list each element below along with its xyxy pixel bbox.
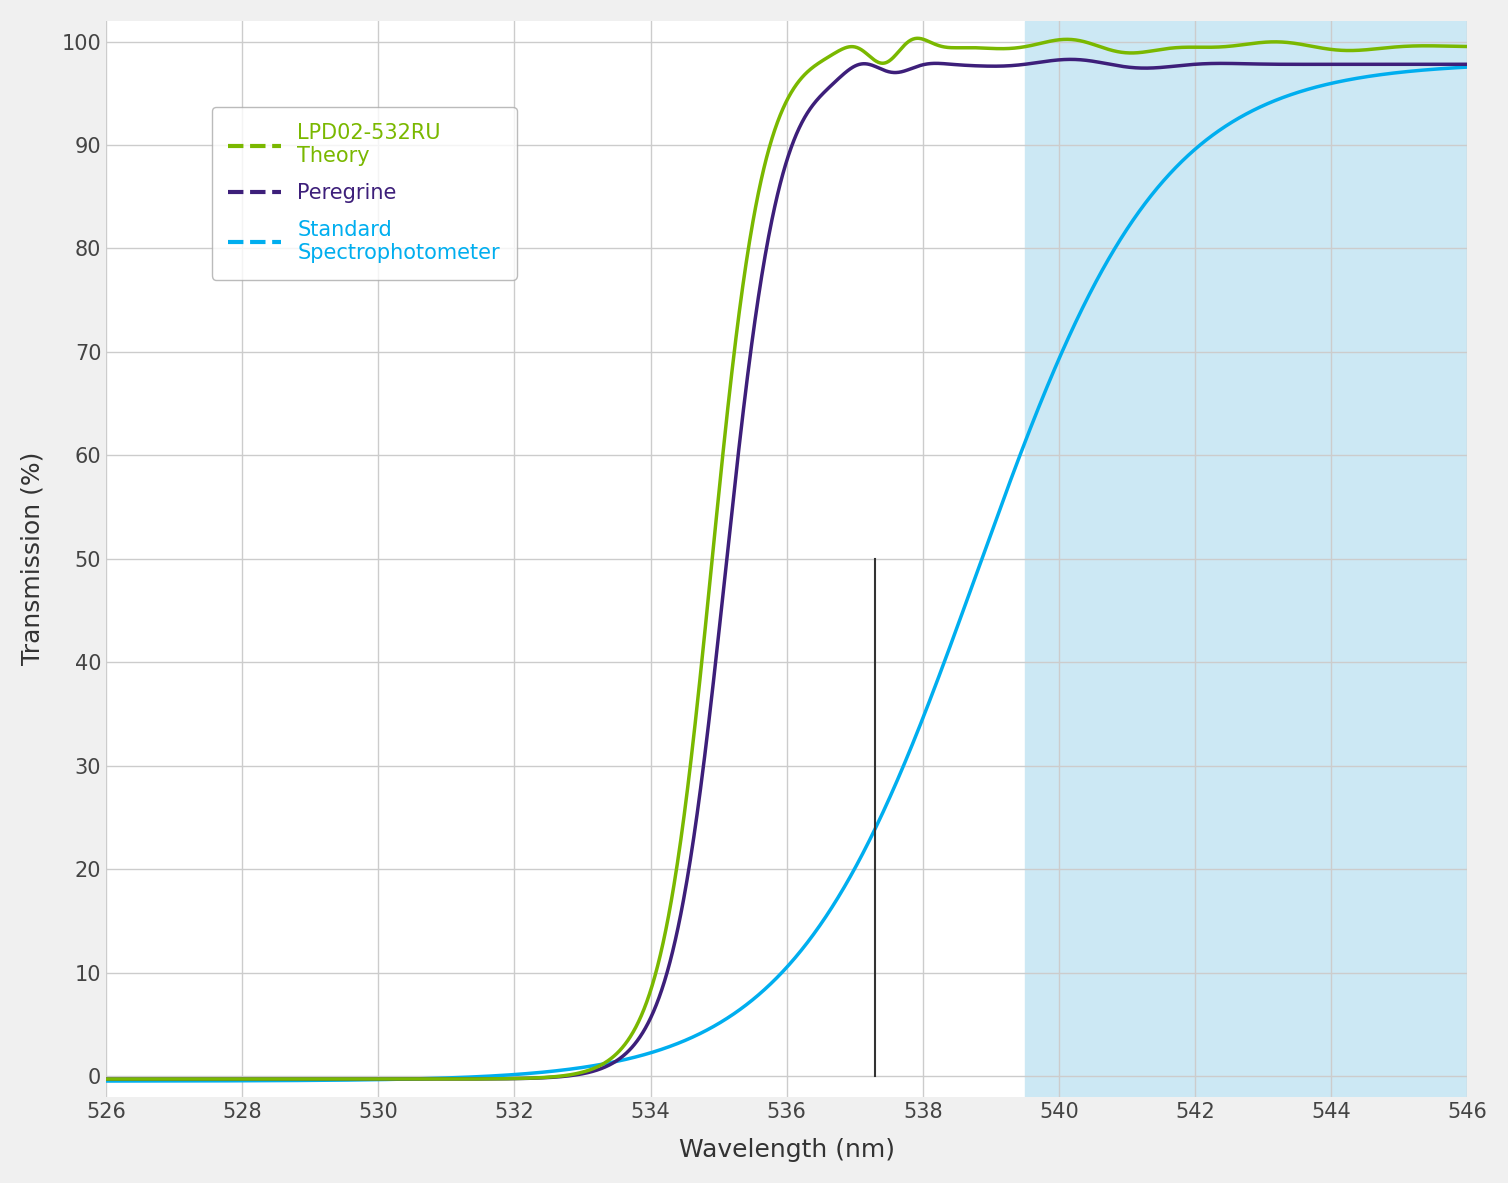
Y-axis label: Transmission (%): Transmission (%) <box>21 452 45 665</box>
X-axis label: Wavelength (nm): Wavelength (nm) <box>679 1138 894 1162</box>
Bar <box>1025 21 1467 1097</box>
Legend: LPD02-532RU
Theory, Peregrine, Standard
Spectrophotometer: LPD02-532RU Theory, Peregrine, Standard … <box>211 106 517 279</box>
